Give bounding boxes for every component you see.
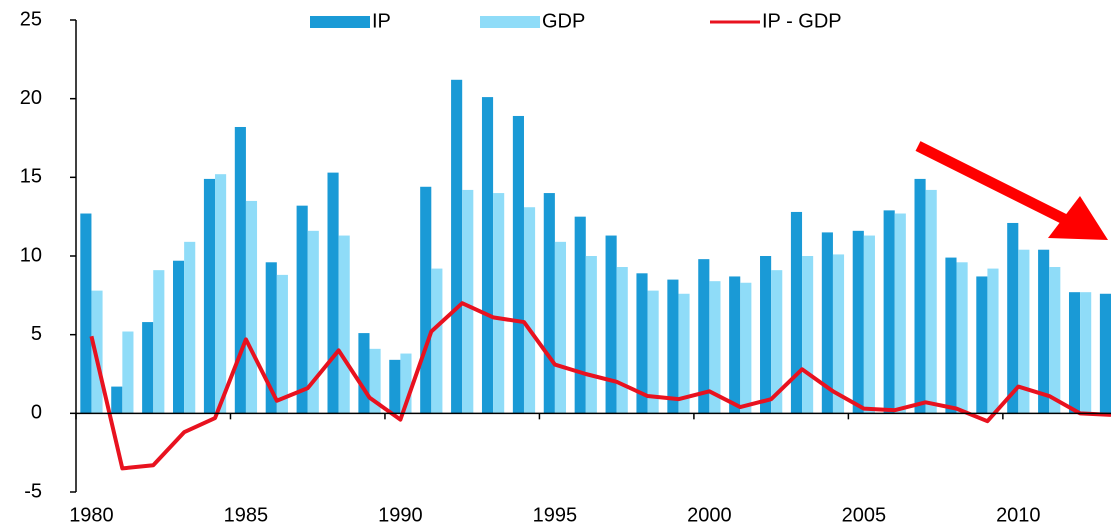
bar xyxy=(80,213,92,414)
bar xyxy=(420,186,432,414)
plot-area xyxy=(80,79,1111,471)
bar xyxy=(431,268,443,414)
bar xyxy=(790,211,803,414)
bar xyxy=(585,256,597,414)
bar xyxy=(358,333,370,414)
bar xyxy=(400,353,412,414)
bar xyxy=(647,290,659,414)
bar xyxy=(883,210,895,414)
bar xyxy=(234,126,246,414)
bar xyxy=(709,281,721,414)
bar xyxy=(925,189,937,414)
bar xyxy=(678,293,690,414)
legend-label: IP - GDP xyxy=(762,10,842,32)
bar xyxy=(173,260,185,414)
x-tick-label: 2000 xyxy=(687,504,732,526)
bar xyxy=(760,256,772,414)
y-tick-label: -5 xyxy=(24,480,42,502)
annotation-arrow xyxy=(915,141,1108,240)
bar xyxy=(203,178,216,414)
bar xyxy=(832,254,845,414)
bar xyxy=(142,322,154,414)
bar xyxy=(1068,292,1081,414)
legend-swatch xyxy=(310,16,370,28)
bar xyxy=(945,257,957,414)
legend-label: GDP xyxy=(542,10,585,32)
bar xyxy=(740,282,752,414)
y-tick-label: 0 xyxy=(31,402,42,424)
y-tick-label: 5 xyxy=(31,323,42,345)
x-tick-label: 1985 xyxy=(224,504,269,526)
bar xyxy=(543,193,555,414)
bar xyxy=(616,267,628,414)
bar xyxy=(729,276,741,414)
bar xyxy=(821,232,833,414)
bar xyxy=(1080,292,1092,414)
bar xyxy=(771,270,783,414)
bar xyxy=(802,256,814,414)
arrow-head xyxy=(1048,196,1108,240)
y-tick-label: 15 xyxy=(20,166,42,188)
bar xyxy=(554,241,567,414)
bar xyxy=(451,79,463,414)
arrow-shaft xyxy=(915,141,1073,227)
bar xyxy=(389,359,401,414)
bar xyxy=(914,178,926,414)
x-tick-label: 2010 xyxy=(996,504,1041,526)
bar xyxy=(667,279,679,414)
bar xyxy=(863,235,875,414)
x-tick-label: 1990 xyxy=(378,504,423,526)
bar xyxy=(1018,249,1030,414)
bar xyxy=(976,276,988,414)
bar xyxy=(698,259,710,414)
bar xyxy=(512,115,524,414)
bar xyxy=(276,274,288,414)
x-tick-label: 1980 xyxy=(69,504,114,526)
y-tick-label: 10 xyxy=(20,244,42,266)
bar xyxy=(523,207,536,414)
bar xyxy=(462,189,474,414)
x-tick-label: 1995 xyxy=(533,504,578,526)
bar xyxy=(987,268,999,414)
bar xyxy=(296,205,308,414)
bar xyxy=(369,348,381,414)
bar xyxy=(153,270,165,414)
bar xyxy=(605,235,617,414)
bar xyxy=(111,386,123,414)
bar xyxy=(636,273,648,414)
bar xyxy=(184,241,196,414)
legend-swatch xyxy=(480,16,540,28)
bar xyxy=(1049,267,1061,414)
bar xyxy=(338,235,350,414)
bar xyxy=(1099,293,1111,414)
legend-label: IP xyxy=(372,10,391,32)
bar xyxy=(481,97,494,414)
bar xyxy=(265,262,277,414)
y-tick-label: 25 xyxy=(20,8,42,30)
bar xyxy=(493,193,505,414)
bar xyxy=(245,200,258,414)
bar xyxy=(852,230,864,414)
bar xyxy=(307,230,319,414)
bar xyxy=(1038,249,1050,414)
bar xyxy=(956,262,968,414)
bar xyxy=(574,216,586,414)
bar xyxy=(1007,222,1019,414)
bar xyxy=(894,213,906,414)
x-tick-label: 2005 xyxy=(842,504,887,526)
y-tick-label: 20 xyxy=(20,87,42,109)
bar xyxy=(122,331,134,414)
bar xyxy=(215,174,227,414)
line xyxy=(89,301,1111,471)
bar xyxy=(327,172,339,414)
